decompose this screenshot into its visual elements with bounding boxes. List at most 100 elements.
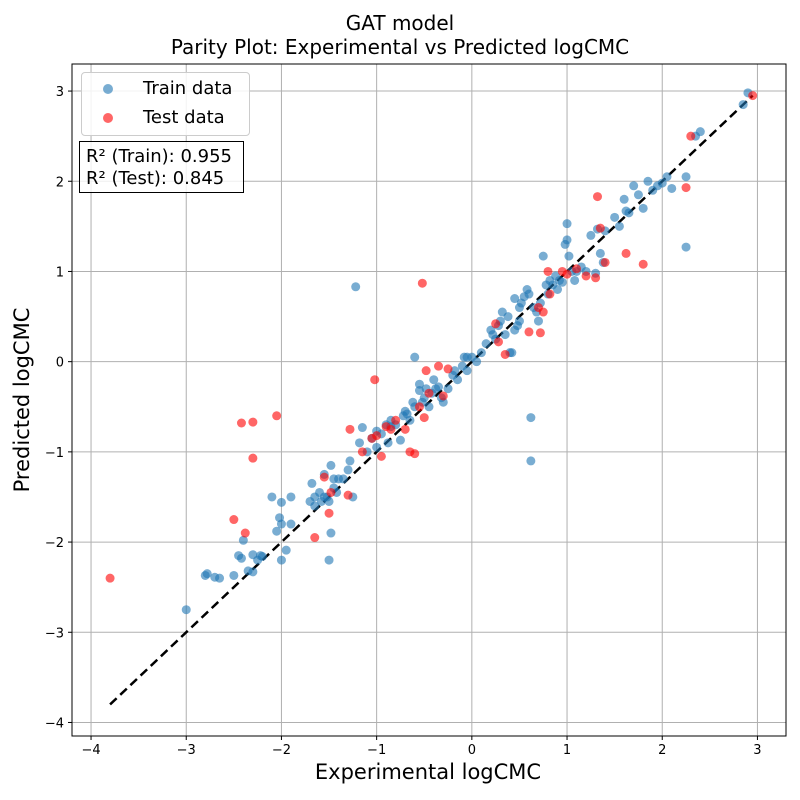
test-point — [500, 349, 510, 359]
train-point — [324, 496, 334, 506]
train-point — [500, 330, 510, 340]
test-point — [229, 515, 239, 525]
test-point — [581, 271, 591, 281]
train-point — [629, 181, 639, 191]
test-point — [524, 327, 534, 337]
train-point — [570, 275, 580, 285]
y-tick-label: 1 — [56, 265, 64, 280]
test-point — [686, 131, 696, 141]
x-tick-label: 3 — [753, 743, 761, 758]
legend-item-train: Train data — [82, 77, 249, 101]
x-tick-label: −1 — [367, 743, 386, 758]
train-point — [564, 251, 574, 261]
r2-annotation: R² (Train): 0.955 R² (Test): 0.845 — [79, 141, 244, 193]
test-point — [491, 319, 501, 329]
x-axis-label: Experimental logCMC — [314, 760, 542, 784]
train-point — [395, 435, 405, 445]
test-point — [545, 289, 555, 299]
test-point — [236, 418, 246, 428]
test-point — [681, 183, 691, 193]
test-point — [376, 451, 386, 461]
test-point — [400, 424, 410, 434]
test-point — [310, 533, 320, 543]
y-tick-label: −2 — [45, 536, 64, 551]
train-point — [657, 178, 667, 188]
plot-area-frame — [71, 63, 787, 737]
test-point — [357, 447, 367, 457]
test-point — [370, 375, 380, 385]
legend-marker-test — [103, 113, 113, 123]
x-tick-label: −3 — [177, 743, 196, 758]
train-point — [257, 551, 267, 561]
train-point — [424, 402, 434, 412]
train-point — [481, 339, 491, 349]
test-point — [343, 490, 353, 500]
test-point — [345, 424, 355, 434]
train-point — [326, 528, 336, 538]
test-point — [748, 91, 758, 101]
train-point — [410, 352, 420, 362]
train-point — [662, 172, 672, 182]
train-point — [414, 379, 424, 389]
train-point — [429, 375, 439, 385]
train-point — [738, 100, 748, 110]
test-point — [419, 413, 429, 423]
train-point — [624, 208, 634, 218]
legend-item-test: Test data — [82, 106, 249, 130]
test-point — [600, 257, 610, 267]
test-point — [326, 487, 336, 497]
test-point — [421, 366, 431, 376]
test-point — [248, 453, 258, 463]
y-tick-label: −1 — [45, 446, 64, 461]
train-point — [453, 375, 463, 385]
train-point — [595, 248, 605, 258]
train-point — [510, 294, 520, 304]
train-point — [526, 413, 536, 423]
test-point — [591, 273, 601, 283]
train-point — [538, 251, 548, 261]
train-point — [667, 183, 677, 193]
train-point — [462, 366, 472, 376]
train-point — [351, 282, 361, 292]
test-point — [434, 361, 444, 371]
train-point — [503, 312, 513, 322]
train-point — [307, 478, 317, 488]
train-point — [681, 242, 691, 252]
axis-ticks: −4 −3 −2 −1 0 1 2 3 −4 −3 −2 −1 0 1 2 3 — [45, 85, 762, 758]
test-point — [638, 259, 648, 269]
train-point — [181, 605, 191, 615]
test-point — [410, 449, 420, 459]
train-point — [614, 221, 624, 231]
train-point — [324, 555, 334, 565]
train-point — [643, 176, 653, 186]
parity-line — [109, 94, 754, 706]
legend-marker-train — [103, 84, 113, 94]
test-point — [593, 192, 603, 202]
test-point — [372, 431, 382, 441]
test-point — [319, 472, 329, 482]
y-tick-label: 3 — [56, 85, 64, 100]
grid-lines — [72, 64, 786, 736]
train-point — [633, 190, 643, 200]
test-point — [493, 337, 503, 347]
train-point — [238, 535, 248, 545]
test-point — [595, 223, 605, 233]
train-point — [215, 573, 225, 583]
test-point — [248, 417, 258, 427]
train-point — [272, 526, 282, 536]
train-point — [286, 492, 296, 502]
train-point — [443, 384, 453, 394]
legend: Train data Test data — [81, 72, 250, 136]
test-point — [272, 411, 282, 421]
r2-train-text: R² (Train): 0.955 — [86, 146, 232, 167]
legend-label-test: Test data — [143, 107, 225, 128]
test-point — [386, 424, 396, 434]
test-point — [414, 402, 424, 412]
train-point — [372, 442, 382, 452]
x-tick-label: 1 — [563, 743, 571, 758]
train-point — [695, 127, 705, 137]
train-point — [267, 492, 277, 502]
train-point — [229, 570, 239, 580]
chart-title: GAT model — [345, 11, 455, 35]
y-tick-label: −4 — [45, 716, 64, 731]
